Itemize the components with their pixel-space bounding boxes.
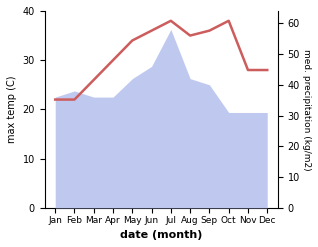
Y-axis label: med. precipitation (kg/m2): med. precipitation (kg/m2) [302,49,311,170]
Y-axis label: max temp (C): max temp (C) [7,76,17,143]
X-axis label: date (month): date (month) [120,230,203,240]
